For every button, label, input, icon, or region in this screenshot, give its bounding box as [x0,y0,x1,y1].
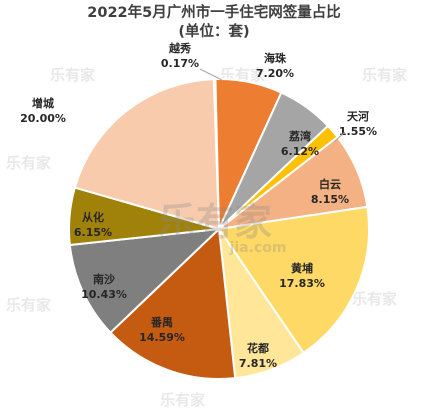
chart-subtitle: (单位：套) [178,22,249,40]
slice-name-label: 番禺 [150,315,173,329]
slice-value-label: 8.15% [311,193,349,206]
pie-labels: 越秀 0.17% 海珠 7.20% 荔湾 6.12% 天河 1.55% 白云 8.15% 黄埔 17.… [20,41,377,370]
slice-value-label: 10.43% [81,288,127,301]
slice-name-label: 增城 [32,96,54,110]
slice-value-label: 0.17% [161,57,199,70]
pie-slice [73,78,221,231]
pie-slice [68,227,222,334]
slice-value-label: 17.83% [279,277,325,290]
slice-value-label: 7.20% [256,67,294,80]
slice-name-label: 黄埔 [291,261,313,275]
pie-slices [68,78,370,380]
watermark-url: jia.com [229,240,287,256]
watermark-text: 乐有家 [6,296,51,314]
slice-name-label: 荔湾 [288,129,311,143]
watermark-logo-text: 乐有家 [158,200,272,244]
slice-name-label: 南沙 [93,272,115,286]
pie-slice [109,226,237,380]
leader-line [199,68,223,81]
watermark-text: 乐有家 [352,290,397,308]
slice-name-label: 越秀 [168,41,191,55]
watermark-text: 乐有家 [6,154,51,172]
watermark-text: 乐有家 [50,66,95,84]
slice-name-label: 花都 [247,341,269,355]
chart-title: 2022年5月广州市一手住宅网签量占比 [87,3,340,21]
slice-value-label: 7.81% [239,357,277,370]
slice-value-label: 6.12% [281,145,319,158]
watermark-text: 乐有家 [160,391,205,409]
pie-slice [217,205,370,355]
watermark-layer: 乐有家 乐有家 乐有家 乐有家 乐有家 乐有家 乐有家 [6,66,407,409]
slice-name-label: 从化 [82,210,104,224]
slice-value-label: 14.59% [139,331,185,344]
leader-line [333,131,346,143]
slice-value-label: 20.00% [20,112,66,125]
slice-value-label: 1.55% [339,125,377,138]
center-watermark: 乐有家 jia.com [158,200,286,256]
slice-value-label: 6.15% [74,226,112,239]
slice-name-label: 白云 [319,177,341,191]
slice-name-label: 天河 [347,109,369,123]
slice-name-label: 海珠 [264,51,287,65]
watermark-text: 乐有家 [362,66,407,84]
